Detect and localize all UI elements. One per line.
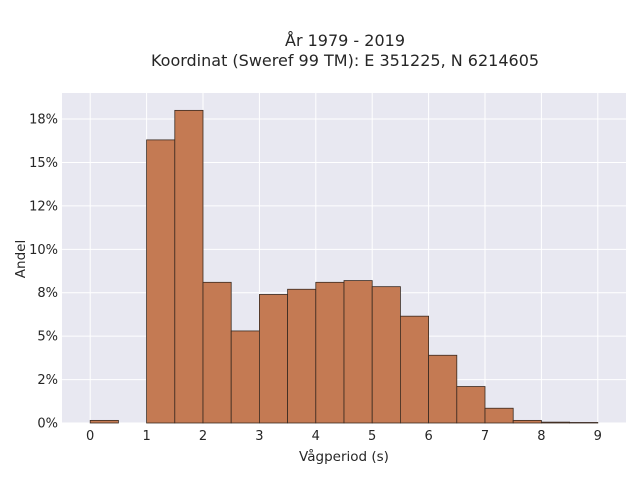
- x-axis-ticks: 0 1 2 3 4 5 6 7 8 9: [86, 429, 602, 444]
- y-tick-label: 2%: [37, 373, 58, 388]
- histogram-bar: [343, 280, 373, 424]
- x-tick-label: 6: [424, 429, 432, 444]
- chart-title-line-2: Koordinat (Sweref 99 TM): E 351225, N 62…: [151, 51, 539, 70]
- y-tick-label: 12%: [29, 199, 58, 214]
- x-tick-label: 4: [312, 429, 320, 444]
- histogram-bar: [371, 286, 401, 424]
- histogram-bar: [569, 422, 599, 424]
- histogram-bar: [287, 288, 317, 424]
- y-tick-label: 0%: [37, 417, 58, 432]
- histogram-bar: [315, 281, 345, 424]
- chart-title-line-1: År 1979 - 2019: [285, 31, 405, 50]
- histogram-bar: [428, 354, 458, 424]
- x-tick-label: 7: [481, 429, 489, 444]
- histogram-bar: [230, 330, 260, 424]
- histogram-bar: [399, 315, 429, 424]
- x-tick-label: 9: [594, 429, 602, 444]
- x-tick-label: 2: [199, 429, 207, 444]
- x-tick-label: 3: [255, 429, 263, 444]
- bars: [89, 109, 599, 424]
- histogram-bar: [146, 139, 176, 424]
- histogram-bar: [202, 281, 232, 424]
- x-tick-label: 8: [537, 429, 545, 444]
- y-tick-label: 5%: [37, 330, 58, 345]
- histogram-bar: [258, 294, 288, 424]
- x-tick-label: 0: [86, 429, 94, 444]
- histogram-bar: [89, 419, 119, 424]
- histogram-bar: [512, 419, 542, 424]
- y-tick-label: 18%: [29, 113, 58, 128]
- histogram-bar: [541, 421, 571, 424]
- y-axis-label: Andel: [13, 240, 29, 278]
- x-axis-label: Vågperiod (s): [299, 448, 389, 465]
- y-tick-label: 8%: [37, 286, 58, 301]
- x-tick-label: 1: [142, 429, 150, 444]
- histogram-bar: [456, 386, 486, 424]
- y-tick-label: 15%: [29, 156, 58, 171]
- x-tick-label: 5: [368, 429, 376, 444]
- histogram-bar: [484, 407, 514, 424]
- y-axis-ticks: 0% 2% 5% 8% 10% 12% 15% 18%: [29, 113, 58, 432]
- histogram-bar: [174, 109, 204, 424]
- y-tick-label: 10%: [29, 243, 58, 258]
